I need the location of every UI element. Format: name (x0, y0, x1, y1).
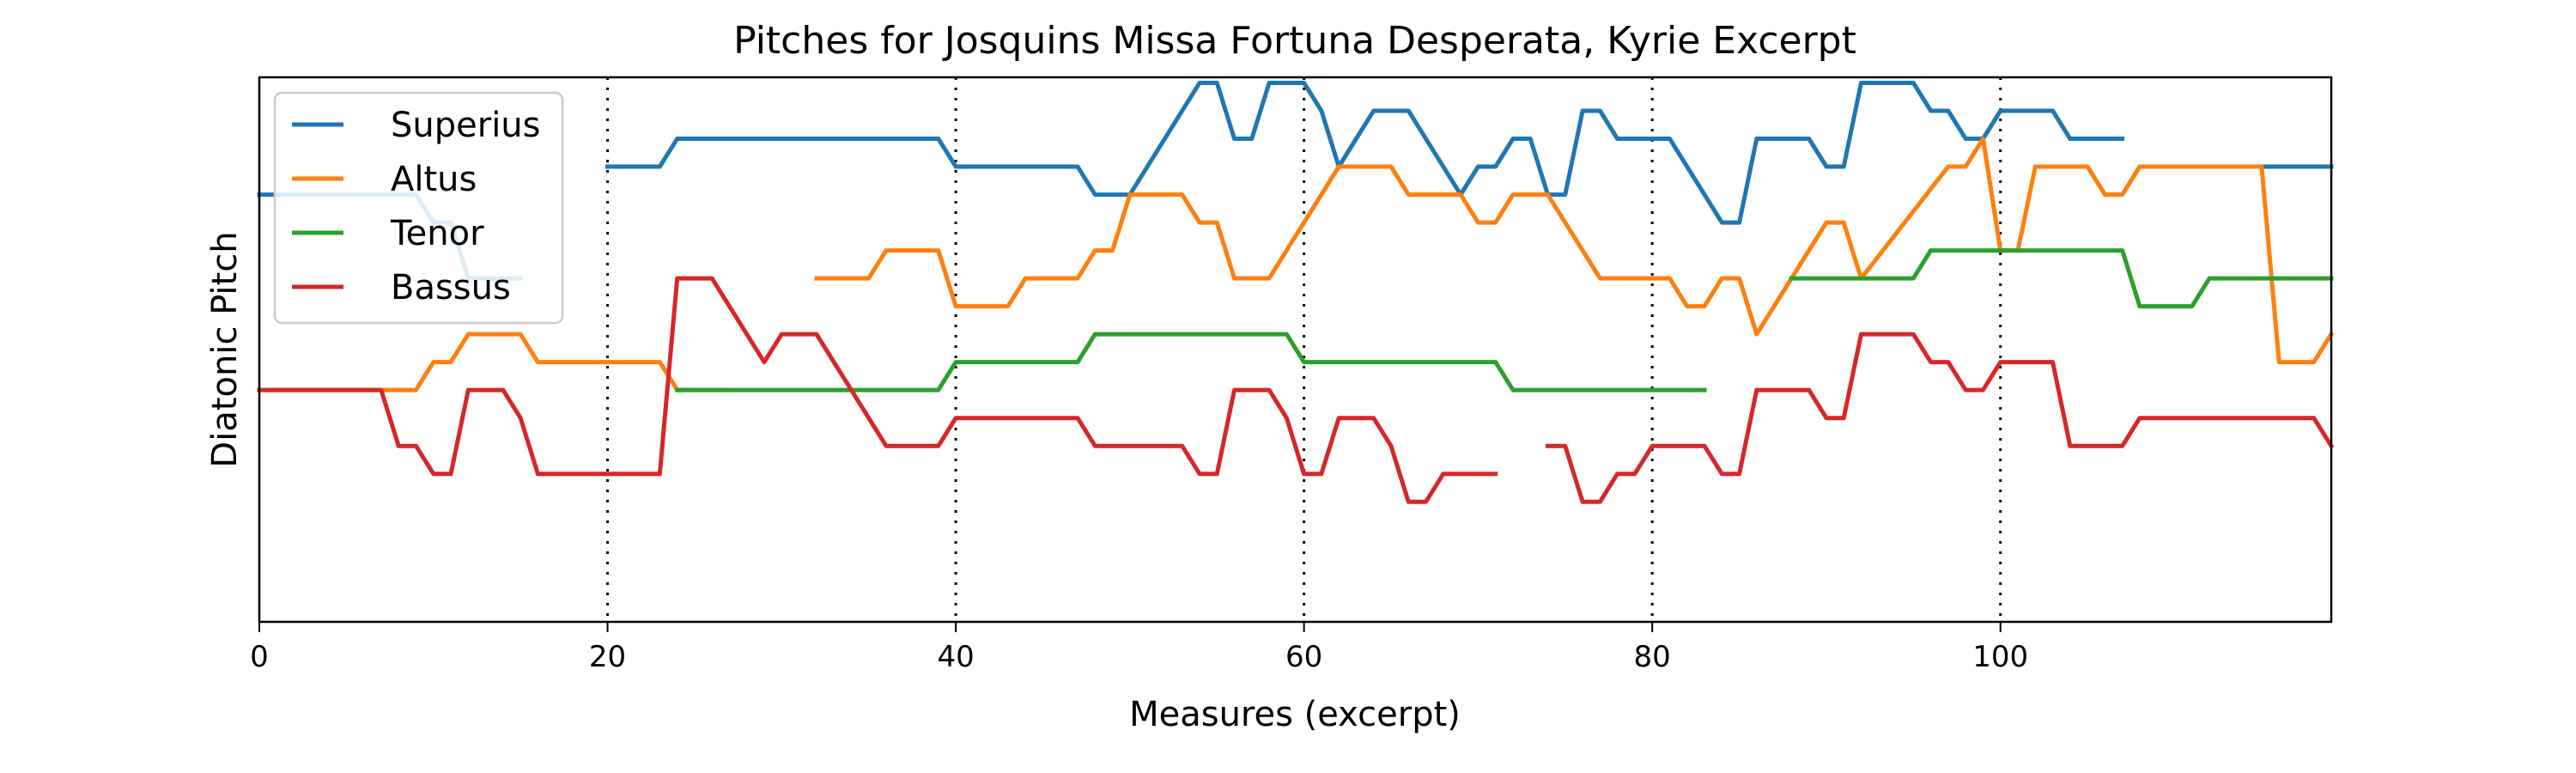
x-axis-ticks: 0 20 40 60 80 100 (250, 622, 2028, 674)
x-tick-label: 40 (937, 640, 974, 674)
legend-label: Altus (391, 160, 477, 199)
x-tick-label: 60 (1285, 640, 1322, 674)
legend-entry-tenor: Tenor (292, 214, 484, 253)
series-line-bassus (257, 276, 1498, 504)
chart-title: Pitches for Josquins Missa Fortuna Despe… (733, 19, 1856, 63)
series-bassus (257, 276, 2335, 504)
legend-label: Tenor (390, 214, 484, 253)
legend-label: Superius (391, 106, 541, 145)
legend-label: Bassus (391, 268, 511, 307)
legend-entry-superius: Superius (292, 106, 541, 145)
x-tick-label: 20 (589, 640, 626, 674)
legend-entry-altus: Altus (292, 160, 477, 199)
series-altus (257, 137, 2335, 393)
legend: Superius Altus Tenor Bassus (273, 91, 564, 325)
plot-frame (258, 76, 2333, 624)
series-line-altus (257, 332, 732, 393)
plot-area (257, 77, 2335, 622)
x-tick-label: 0 (250, 640, 269, 674)
x-tick-label: 80 (1634, 640, 1671, 674)
series-line-superius (605, 81, 2125, 225)
x-axis-label: Measures (excerpt) (1129, 695, 1461, 734)
series-tenor (675, 248, 2334, 393)
legend-entry-bassus: Bassus (292, 268, 511, 307)
series-line-tenor (1789, 248, 2334, 309)
series-line-bassus (1546, 332, 2335, 504)
legend-box (273, 91, 564, 325)
y-axis-label: Diatonic Pitch (205, 231, 245, 467)
series-line-altus (814, 137, 2335, 365)
legend-entries: Superius Altus Tenor Bassus (292, 106, 541, 307)
x-tick-label: 100 (1972, 640, 2028, 674)
series-line-tenor (675, 332, 1707, 393)
